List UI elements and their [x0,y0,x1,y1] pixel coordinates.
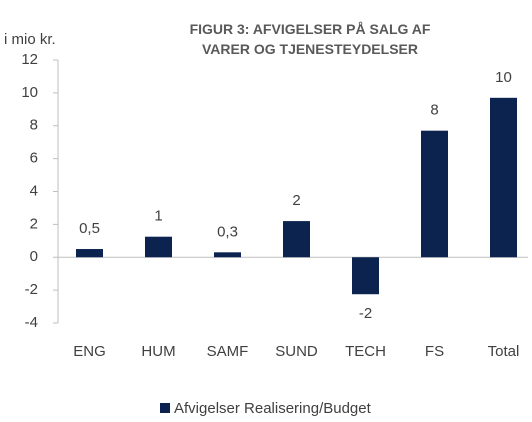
y-tick-label: 2 [30,215,38,232]
data-label: 0,3 [217,223,238,240]
data-label: 0,5 [79,220,100,237]
y-tick-label: 4 [30,182,38,199]
data-label: 2 [292,192,300,209]
chart-title-line-1: FIGUR 3: AFVIGELSER PÅ SALG AF VARER OG T… [190,21,431,57]
y-tick-label: 8 [30,117,38,134]
x-tick-label: Total [488,343,520,360]
y-tick-label: -4 [25,314,38,331]
data-label: 1 [154,208,162,225]
y-tick-label: 12 [21,51,38,68]
legend-label: Afvigelser Realisering/Budget [174,400,372,417]
y-tick-label: -2 [25,281,38,298]
y-axis-label: i mio kr. [4,31,56,48]
x-tick-label: SUND [275,343,318,360]
x-tick-label: SAMF [207,343,249,360]
bar [145,236,172,258]
y-tick-label: 6 [30,150,38,167]
bar [352,257,379,295]
bar [283,221,310,258]
bar [76,249,103,258]
x-tick-label: TECH [345,343,386,360]
bar [214,252,241,258]
data-label: 10 [495,69,512,86]
data-label: 8 [430,102,438,119]
y-tick-label: 0 [30,248,38,265]
y-tick-label: 10 [21,84,38,101]
bar [490,97,517,258]
bar [421,130,448,258]
legend-swatch [160,403,170,413]
x-tick-label: ENG [73,343,106,360]
x-tick-label: FS [425,343,444,360]
data-label: -2 [359,305,372,322]
x-tick-label: HUM [141,343,175,360]
